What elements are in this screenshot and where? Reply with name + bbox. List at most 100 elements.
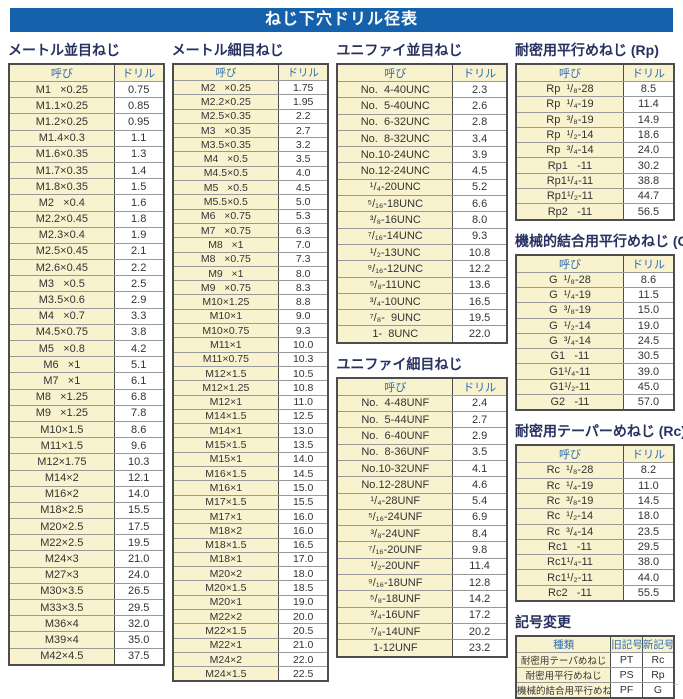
table-row: M36×4 32.0 [9, 615, 164, 633]
drill-value-cell: 15.5 [278, 494, 329, 510]
designation-cell: G ³/₈-19 [515, 302, 624, 319]
table-row: G ¹/₄-19 11.5 [515, 286, 674, 304]
table-row: 耐密用テーパめねじ PT Rc [515, 652, 674, 669]
designation-cell: G ³/₄-14 [515, 332, 624, 350]
drill-value-cell: 2.9 [452, 427, 507, 445]
table-row: M10×0.75 9.3 [172, 323, 329, 339]
drill-value-cell: 12.1 [114, 469, 164, 487]
table-row: M1.6×0.35 1.3 [9, 145, 164, 163]
table-row: Rp1 -11 30.2 [515, 157, 674, 174]
drill-value-cell: 2.3 [452, 80, 507, 99]
drill-value-cell: Rc [642, 652, 674, 669]
table-row: M20×2.5 17.5 [9, 518, 164, 536]
table-row: M15×1 14.0 [172, 451, 329, 468]
drill-value-cell: 3.5 [278, 151, 329, 167]
table-row: M10×1 9.0 [172, 308, 329, 325]
designation-cell: M2.6×0.45 [9, 259, 115, 277]
unified-fine-table: 呼び ドリル No. 4-48UNF 2.4 No. 5-44UNF 2.7 No. 6-4… [336, 376, 508, 658]
table-row: No. 5-44UNF 2.7 [337, 411, 507, 429]
table-row: M17×1.5 15.5 [172, 494, 329, 510]
table-row: No.10-24UNC 3.9 [337, 146, 507, 164]
table-row: ³/₈-16UNC 8.0 [337, 211, 507, 229]
drill-value-cell: 14.0 [114, 485, 164, 503]
metric-coarse-table: 呼び ドリル M1 ×0.25 0.75 M1.1×0.25 0.85 M1.2×0.25 0… [8, 63, 165, 666]
table-row: M1.2×0.25 0.95 [9, 113, 164, 131]
table-row: M8 ×0.75 7.3 [172, 251, 329, 267]
drill-value-cell: 55.5 [623, 584, 674, 602]
designation-cell: ⁷/₈- 9UNC [337, 309, 454, 327]
table-row: M14×2 12.1 [9, 469, 164, 487]
designation-cell: G1¹/₂-11 [515, 378, 624, 396]
designation-cell: M2.5×0.35 [172, 108, 280, 124]
drill-value-cell: 2.9 [114, 291, 164, 309]
drill-value-cell: 18.0 [278, 566, 329, 582]
designation-cell: 1- 8UNC [337, 325, 454, 344]
designation-cell: M7 ×1 [9, 372, 115, 390]
drill-value-cell: 5.2 [452, 178, 507, 197]
designation-cell: No.10-24UNC [337, 146, 454, 164]
drill-value-cell: 5.0 [278, 194, 329, 210]
drill-value-cell: 22.5 [278, 666, 329, 682]
designation-cell: ⁷/₁₆-14UNC [337, 227, 454, 245]
table-row: M20×1 19.0 [172, 594, 329, 610]
table-row: M3.5×0.6 2.9 [9, 291, 164, 309]
table-row: M20×1.5 18.5 [172, 580, 329, 596]
drill-value-cell: 19.5 [452, 309, 507, 327]
drill-value-cell: 7.3 [278, 251, 329, 267]
drill-value-cell: Rp [642, 667, 674, 684]
designation-cell: M14×2 [9, 469, 115, 487]
designation-cell: ¹/₄-28UNF [337, 492, 454, 510]
table-row: M4 ×0.7 3.3 [9, 307, 164, 325]
table-row: M3 ×0.5 2.5 [9, 275, 164, 293]
designation-cell: M18×2 [172, 523, 280, 539]
drill-value-cell: 20.2 [452, 622, 507, 641]
designation-cell: M18×2.5 [9, 501, 115, 520]
designation-cell: M2.2×0.25 [172, 94, 280, 110]
designation-cell: M11×1.5 [9, 437, 115, 455]
table-row: M2.5×0.45 2.1 [9, 242, 164, 261]
drill-value-cell: 10.8 [452, 243, 507, 262]
designation-cell: ⁵/₁₆-18UNC [337, 195, 454, 213]
drill-value-cell: 4.5 [452, 162, 507, 180]
designation-cell: M14×1.5 [172, 408, 280, 425]
drill-value-cell: 3.4 [452, 129, 507, 148]
table-row: M1.1×0.25 0.85 [9, 97, 164, 115]
drill-value-cell: 12.5 [278, 408, 329, 425]
drill-value-cell: 4.5 [278, 180, 329, 196]
designation-cell: M33×3.5 [9, 598, 115, 617]
column-header: 呼び [172, 63, 280, 81]
table-row: M1.4×0.3 1.1 [9, 129, 164, 147]
designation-cell: M5 ×0.5 [172, 180, 280, 196]
designation-cell: M1.6×0.35 [9, 145, 115, 163]
drill-value-cell: 21.0 [114, 550, 164, 568]
designation-cell: ³/₈-16UNC [337, 211, 454, 229]
designation-cell: No. 6-40UNF [337, 427, 454, 445]
designation-cell: M2.3×0.4 [9, 226, 115, 244]
drill-value-cell: PS [610, 667, 643, 684]
table-row: Rc ¹/₂-14 18.0 [515, 508, 674, 525]
table-row: M10×1.5 8.6 [9, 420, 164, 439]
table-row: Rp ³/₄-14 24.0 [515, 142, 674, 159]
table-row: M16×2 14.0 [9, 485, 164, 503]
column-header: 新記号 [642, 635, 674, 654]
table-row: M15×1.5 13.5 [172, 437, 329, 453]
column-header: ドリル [452, 63, 507, 82]
designation-cell: M2.2×0.45 [9, 210, 115, 228]
table-row: Rc ¹/₈-28 8.2 [515, 462, 674, 479]
drill-value-cell: 1.8 [114, 210, 164, 228]
drill-value-cell: 9.8 [452, 541, 507, 559]
table-row: M17×1 16.0 [172, 508, 329, 525]
table-row: M22×2 20.0 [172, 608, 329, 625]
drill-value-cell: 29.5 [623, 538, 674, 556]
designation-cell: M22×2.5 [9, 534, 115, 552]
table-columns-container: メートル並目ねじ 呼び ドリル M1 ×0.25 0.75 M1.1×0.25 0.85 M… [0, 37, 683, 699]
designation-cell: No.12-24UNC [337, 162, 454, 180]
table-row: ¹/₂-20UNF 11.4 [337, 557, 507, 576]
designation-cell: M1.7×0.35 [9, 161, 115, 180]
designation-cell: M4 ×0.7 [9, 307, 115, 325]
table-row: M5.5×0.5 5.0 [172, 194, 329, 210]
header-row: 呼び ドリル [337, 377, 507, 396]
drill-value-cell: 1.5 [114, 178, 164, 196]
table-row: ⁵/₁₆-18UNC 6.6 [337, 195, 507, 213]
table-row: M22×1 21.0 [172, 637, 329, 653]
